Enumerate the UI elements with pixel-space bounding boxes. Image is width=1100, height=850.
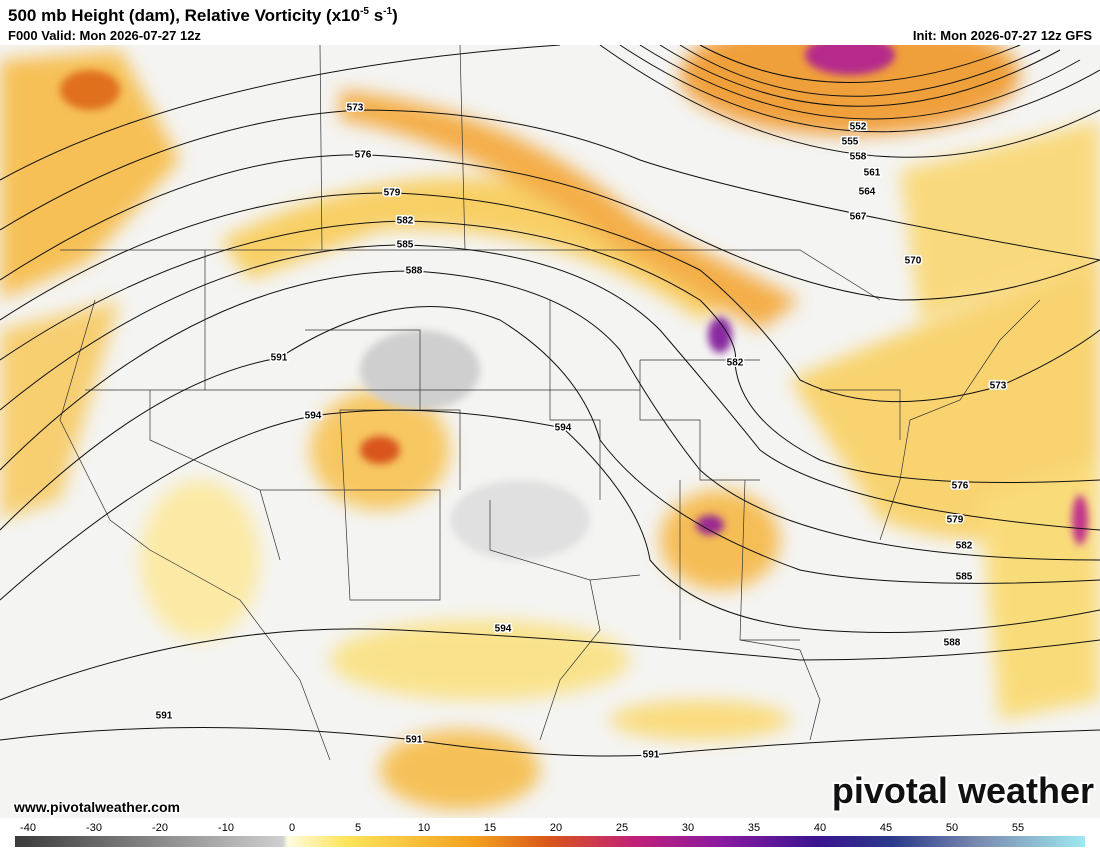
title: 500 mb Height (dam), Relative Vorticity … xyxy=(8,6,398,25)
map-field xyxy=(0,15,1100,818)
contour-label: 594 xyxy=(495,624,512,635)
contour-label: 585 xyxy=(397,240,414,251)
contour-label: 555 xyxy=(842,137,859,148)
colorbar-ticks: -40 -30 -20 -10 0 5 10 15 20 25 30 35 40 45 50 55 xyxy=(20,822,1024,834)
colorbar-tick-label: 40 xyxy=(814,822,826,834)
colorbar-tick-label: 30 xyxy=(682,822,694,834)
contour-label: 576 xyxy=(952,481,969,492)
contour-label: 585 xyxy=(956,572,973,583)
contour-label: 552 xyxy=(850,122,867,133)
colorbar-tick-label: 50 xyxy=(946,822,958,834)
contour-label: 558 xyxy=(850,152,867,163)
header-bar xyxy=(0,0,1100,45)
website: www.pivotalweather.com xyxy=(13,799,180,815)
colorbar-tick-label: 10 xyxy=(418,822,430,834)
colorbar xyxy=(15,836,1085,847)
contour-label: 582 xyxy=(397,216,414,227)
contour-label: 588 xyxy=(406,266,423,277)
colorbar-tick-label: 55 xyxy=(1012,822,1024,834)
contour-label: 594 xyxy=(555,423,572,434)
contour-label: 591 xyxy=(406,735,423,746)
contour-label: 564 xyxy=(859,187,876,198)
boundaries xyxy=(59,44,1041,761)
contour-label: 579 xyxy=(947,515,964,526)
colorbar-tick-label: 0 xyxy=(289,822,295,834)
contour-label: 582 xyxy=(956,541,973,552)
contour-label: 561 xyxy=(864,168,881,179)
contour-label: 591 xyxy=(156,711,173,722)
colorbar-tick-label: -10 xyxy=(218,822,234,834)
contour-label: 594 xyxy=(305,411,322,422)
colorbar-tick-label: 15 xyxy=(484,822,496,834)
colorbar-tick-label: 35 xyxy=(748,822,760,834)
colorbar-tick-label: -30 xyxy=(86,822,102,834)
height-contours xyxy=(0,44,1100,757)
contour-label: 579 xyxy=(384,188,401,199)
colorbar-tick-label: 20 xyxy=(550,822,562,834)
contour-label: 591 xyxy=(643,750,660,761)
colorbar-tick-label: -40 xyxy=(20,822,36,834)
valid-time: F000 Valid: Mon 2026-07-27 12z xyxy=(8,28,201,43)
contour-label: 591 xyxy=(271,353,288,364)
contour-label: 567 xyxy=(850,212,867,223)
colorbar-tick-label: 5 xyxy=(355,822,361,834)
contour-label: 576 xyxy=(355,150,372,161)
colorbar-tick-label: -20 xyxy=(152,822,168,834)
contour-labels: 573 576 579 582 585 588 591 594 594 582 552 555 558 5… xyxy=(154,101,1008,762)
contour-label: 570 xyxy=(905,256,922,267)
logo: pivotal weather xyxy=(832,770,1094,811)
contour-label: 573 xyxy=(990,381,1007,392)
init-time: Init: Mon 2026-07-27 12z GFS xyxy=(913,28,1092,43)
colorbar-tick-label: 25 xyxy=(616,822,628,834)
contour-label: 582 xyxy=(727,358,744,369)
contour-label: 588 xyxy=(944,638,961,649)
contour-label: 573 xyxy=(347,103,364,114)
colorbar-tick-label: 45 xyxy=(880,822,892,834)
